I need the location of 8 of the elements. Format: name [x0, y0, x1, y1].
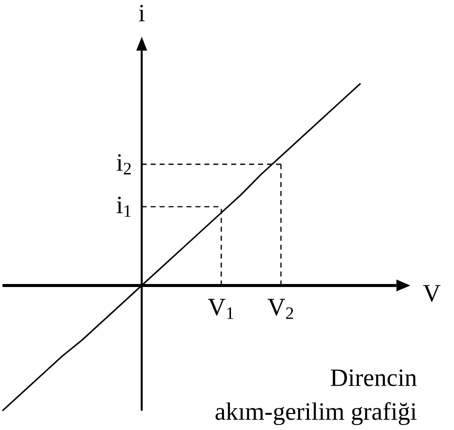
x-tick-label: V$_{1}$ — [208, 299, 234, 320]
annotation: akım-gerilim grafiği — [216, 402, 417, 426]
x-axis-title: V — [423, 285, 440, 302]
x-tick-label: V$_{2}$ — [268, 299, 294, 320]
ref-line-label: i$_{1}$ — [116, 196, 131, 217]
y-axis-title: i — [138, 4, 145, 22]
ref-line-label: i$_{2}$ — [116, 154, 131, 175]
annotation: Direncin — [330, 370, 417, 386]
